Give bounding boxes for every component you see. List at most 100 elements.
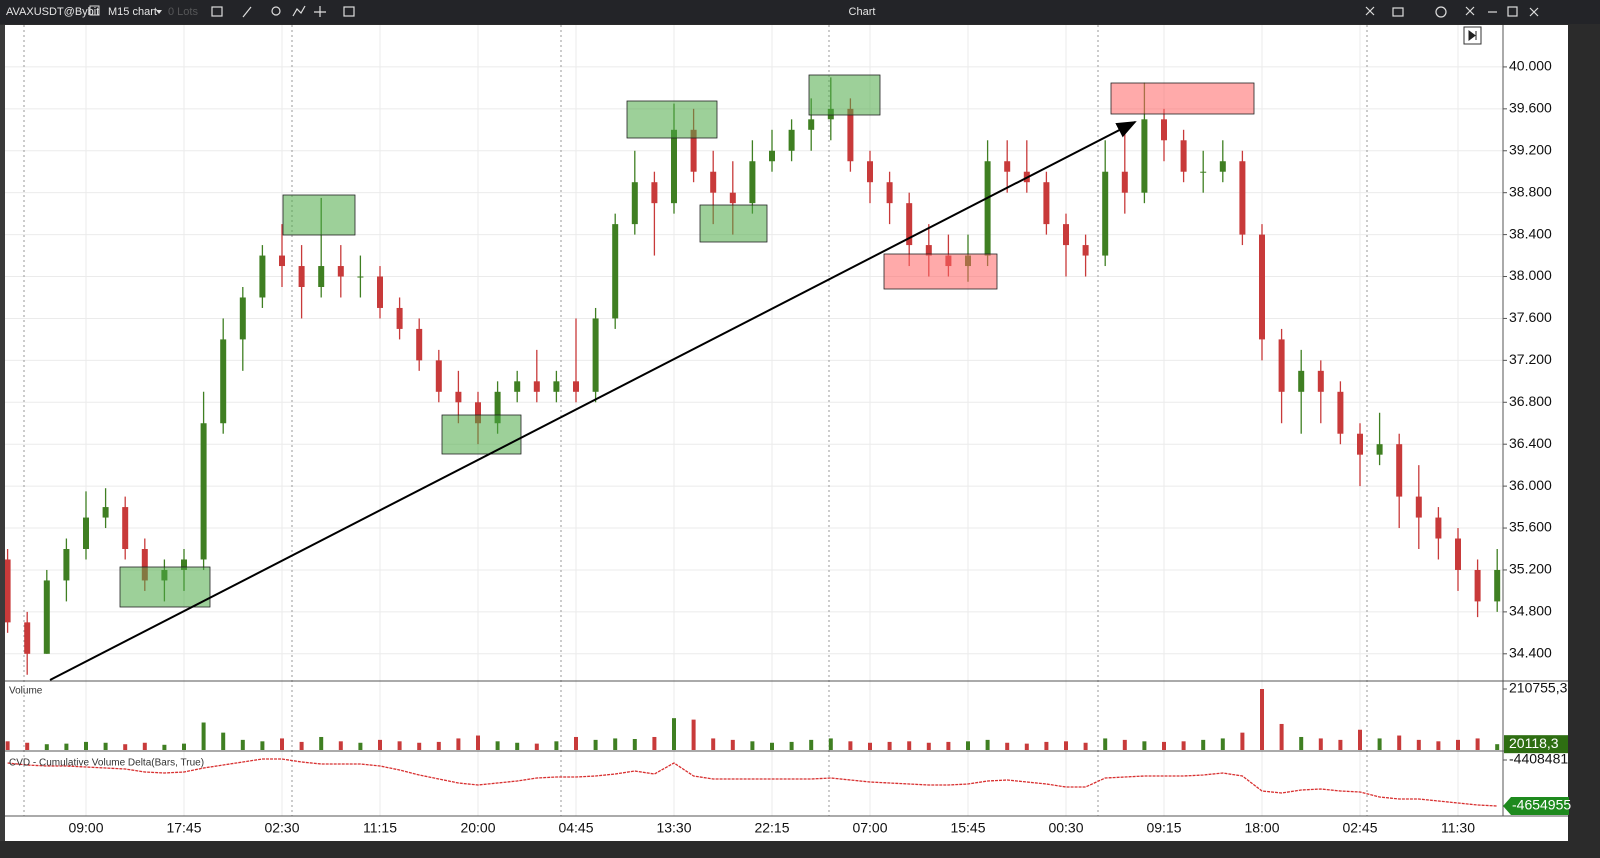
volume-bar bbox=[750, 741, 755, 750]
y-tick-label: 210755,3 bbox=[1509, 680, 1568, 696]
volume-bar bbox=[1122, 739, 1127, 750]
y-tick-label: 36.800 bbox=[1509, 393, 1552, 409]
candle-body bbox=[1239, 161, 1246, 235]
candle-body bbox=[925, 245, 932, 256]
x-tick-label: 13:30 bbox=[656, 820, 691, 836]
last-value-badge bbox=[1503, 797, 1569, 816]
x-tick-label: 00:30 bbox=[1048, 820, 1083, 836]
volume-bar bbox=[946, 741, 951, 750]
lots[interactable]: 0 Lots bbox=[168, 6, 198, 18]
candle-body bbox=[631, 182, 638, 225]
marks bbox=[5, 77, 1501, 807]
volume-bar bbox=[574, 736, 578, 750]
candle-body bbox=[357, 276, 364, 278]
volume-bar bbox=[1318, 738, 1323, 750]
volume-bar bbox=[1083, 742, 1088, 750]
volume-bar bbox=[1338, 739, 1343, 750]
candle-body bbox=[690, 129, 697, 172]
candle-body bbox=[573, 381, 579, 392]
chart-area bbox=[5, 25, 1568, 841]
x-tick-label: 09:00 bbox=[68, 820, 103, 836]
candle-body bbox=[396, 307, 403, 329]
scroll-icon bbox=[1468, 30, 1477, 41]
x-tick-label: 07:00 bbox=[852, 820, 887, 836]
volume-bar bbox=[1456, 739, 1460, 750]
volume-bar bbox=[182, 743, 186, 750]
volume-bar bbox=[397, 741, 402, 750]
volume-bar bbox=[1220, 738, 1225, 750]
axis-labels: 09:00 17:45 02:30 11:15 20:00 04:45 13:30 22:15… bbox=[68, 58, 1571, 836]
trend-arrow bbox=[49, 121, 1137, 681]
candle-body bbox=[788, 129, 795, 151]
volume-bar bbox=[44, 744, 49, 750]
volume-bar bbox=[1260, 689, 1264, 750]
candle-body bbox=[984, 161, 991, 256]
volume-bar bbox=[593, 739, 598, 750]
candle-body bbox=[1141, 119, 1148, 193]
candle-body bbox=[141, 549, 148, 581]
toolbar-tools[interactable] bbox=[211, 5, 355, 18]
candle-body bbox=[612, 224, 619, 319]
left-border bbox=[0, 25, 5, 841]
candle-body bbox=[1121, 171, 1128, 193]
y-tick-label: 35.200 bbox=[1509, 561, 1552, 577]
candle-body bbox=[1082, 245, 1089, 256]
candle-body bbox=[651, 182, 658, 204]
candle-body bbox=[533, 381, 540, 392]
candle-body bbox=[1004, 161, 1011, 172]
last-value-label: 20118,3 bbox=[1509, 735, 1559, 751]
volume-bar bbox=[260, 741, 265, 750]
search-icon[interactable] bbox=[89, 5, 100, 16]
volume-bar bbox=[103, 742, 108, 750]
candle-body bbox=[24, 622, 31, 654]
x-tick-label: 15:45 bbox=[950, 820, 985, 836]
y-tick-label: 37.600 bbox=[1509, 309, 1552, 325]
y-tick-label: 38.800 bbox=[1509, 183, 1552, 199]
x-tick-label: 11:15 bbox=[363, 820, 397, 836]
candle-body bbox=[729, 192, 736, 204]
x-tick-label: 04:45 bbox=[558, 820, 593, 836]
cvd-title: CVD - Cumulative Volume Delta(Bars, True… bbox=[9, 758, 204, 769]
candle-body bbox=[181, 559, 187, 570]
volume-bar bbox=[1358, 729, 1362, 750]
x-tick-label: 17:45 bbox=[166, 820, 201, 836]
volume-bar bbox=[1416, 739, 1421, 750]
volume-bar bbox=[789, 741, 794, 750]
volume-bar bbox=[926, 742, 931, 750]
toolbar bbox=[0, 0, 1600, 24]
candle-body bbox=[1180, 140, 1187, 172]
candle-body bbox=[553, 381, 560, 392]
candle-body bbox=[1455, 538, 1461, 570]
volume-bar bbox=[1005, 742, 1010, 750]
candle-body bbox=[1435, 517, 1442, 539]
timeframe[interactable]: M15 chart bbox=[108, 6, 157, 18]
x-tick-label: 11:30 bbox=[1441, 820, 1475, 836]
candle-body bbox=[1376, 444, 1383, 455]
window-controls[interactable] bbox=[1365, 6, 1539, 18]
y-tick-label: 36.400 bbox=[1509, 435, 1552, 451]
volume-bar bbox=[985, 739, 990, 750]
dropdown-icon[interactable] bbox=[156, 10, 162, 14]
candle-body bbox=[1474, 569, 1481, 602]
candle-body bbox=[749, 161, 756, 204]
demand-zone bbox=[441, 414, 522, 455]
volume-bar bbox=[613, 738, 618, 750]
volume-bar bbox=[848, 741, 853, 750]
symbol[interactable]: AVAXUSDT@Bybit bbox=[6, 6, 99, 18]
volume-bar bbox=[554, 741, 559, 750]
candle-body bbox=[808, 119, 815, 130]
candle-body bbox=[1043, 182, 1050, 225]
volume-bar bbox=[456, 738, 461, 750]
volume-bar bbox=[338, 741, 343, 750]
y-tick-label: 40.000 bbox=[1509, 58, 1552, 74]
y-tick-label: 38.400 bbox=[1509, 225, 1552, 241]
volume-bar bbox=[358, 742, 363, 750]
supply-zone bbox=[1110, 82, 1255, 115]
candle-body bbox=[1161, 119, 1167, 141]
y-tick-label: 34.400 bbox=[1509, 645, 1552, 661]
y-tick-label: 36.000 bbox=[1509, 477, 1552, 493]
volume-bar bbox=[1064, 741, 1068, 750]
candle-body bbox=[1102, 171, 1109, 256]
x-tick-label: 22:15 bbox=[754, 820, 789, 836]
candle-body bbox=[279, 255, 285, 267]
